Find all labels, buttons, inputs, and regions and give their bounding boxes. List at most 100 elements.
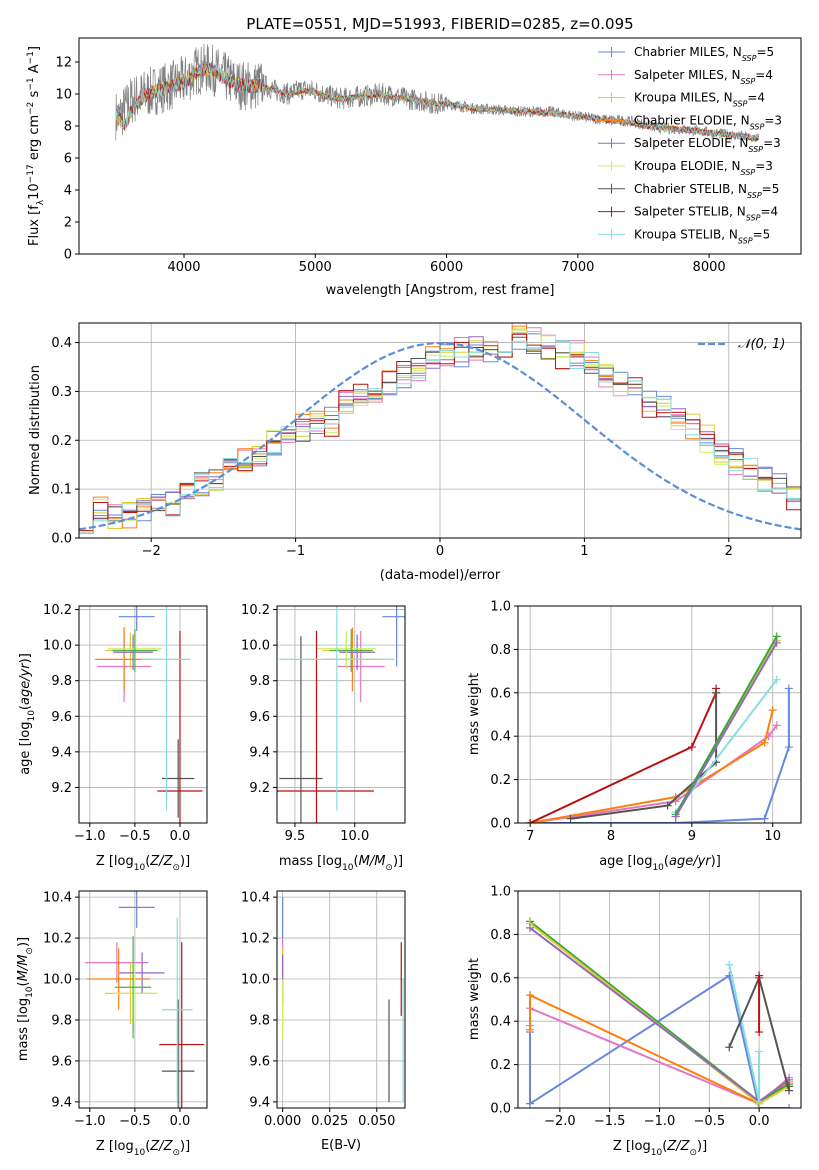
y-tick-label: 1.0 <box>490 600 511 615</box>
y-tick-label: 9.8 <box>249 674 270 689</box>
weight-point <box>525 991 534 1000</box>
x-tick-label: −1.0 <box>74 829 106 844</box>
legend-entry: Kroupa MILES, NSSP=4 <box>634 91 765 109</box>
plot-area <box>526 632 793 823</box>
weight-point <box>712 688 721 697</box>
x-tick-label: 8000 <box>693 260 726 275</box>
x-tick-label: −0.5 <box>119 1114 151 1129</box>
legend-entry-count: =4 <box>747 91 765 105</box>
x-tick-label: 0.0 <box>170 829 191 844</box>
plot-area <box>85 891 205 1108</box>
axis-label: mass [log10(M/M⊙)] <box>279 854 403 873</box>
x-tick-label: −0.5 <box>694 1114 726 1129</box>
x-tick-label: 0.000 <box>264 1114 301 1129</box>
legend-entry-subscript: SSP <box>747 190 762 199</box>
weight-point <box>526 819 535 823</box>
x-tick-label: 8 <box>607 829 615 844</box>
legend-entry-count: =5 <box>756 45 774 59</box>
x-axis-label: (data-model)/error <box>380 568 501 583</box>
y-tick-label: 9.6 <box>51 1054 72 1069</box>
y-tick-label: 0.6 <box>490 686 511 701</box>
x-tick-label: 9 <box>688 829 696 844</box>
legend-entry-subscript: SSP <box>746 213 761 222</box>
y-tick-label: 10.4 <box>241 891 270 906</box>
y-tick-label: 9.4 <box>249 745 270 760</box>
y-tick-label: 2 <box>64 216 72 231</box>
y-tick-label: 0 <box>64 248 72 263</box>
x-tick-label: −2.0 <box>544 1114 576 1129</box>
weight-series-line <box>529 709 774 823</box>
y-tick-label: 1.0 <box>490 885 511 900</box>
y-tick-label: 9.4 <box>51 745 72 760</box>
y-tick-label: 12 <box>55 56 72 71</box>
legend-entry-subscript: SSP <box>741 76 756 85</box>
y-tick-label: 0.4 <box>490 1015 511 1030</box>
weight-point <box>772 638 781 647</box>
legend-entry-count: =5 <box>762 182 780 196</box>
y-tick-label: 10.0 <box>43 639 72 654</box>
y-tick-label: 0.4 <box>490 730 511 745</box>
y-tick-label: 9.6 <box>249 1054 270 1069</box>
plot-area <box>282 897 404 1102</box>
y-tick-label: 9.4 <box>51 1095 72 1110</box>
x-tick-label: 0 <box>436 544 444 559</box>
legend-entry-subscript: SSP <box>742 54 757 63</box>
weight-point <box>525 1025 534 1034</box>
axes-frame <box>78 37 802 255</box>
axes-frame <box>517 605 802 824</box>
legend-entry-text: Chabrier STELIB, N <box>634 182 747 196</box>
x-tick-label: 5000 <box>299 260 332 275</box>
weight-point <box>785 1104 794 1108</box>
axis-label: age [log10(age/yr)] <box>599 854 721 873</box>
axis-label: Z [log10(Z/Z⊙)] <box>96 854 190 873</box>
legend-entry-text: Kroupa ELODIE, N <box>634 159 741 173</box>
chart-age-vs-Z: −1.0 −0.5 0.0 9.2 9.4 9.6 9.8 10.0 10.2 Z [log10(… <box>18 603 208 873</box>
weight-point <box>566 814 575 823</box>
y-tick-label: 0.8 <box>490 643 511 658</box>
weight-point <box>755 1097 764 1106</box>
gaussian-curve <box>79 341 801 531</box>
legend-entry: Chabrier STELIB, NSSP=5 <box>634 182 779 200</box>
axes-frame <box>78 605 208 824</box>
legend-entry-count: =4 <box>755 68 773 82</box>
x-tick-label: −2 <box>142 544 161 559</box>
y-tick-label: 0.0 <box>490 817 511 832</box>
weight-point <box>525 923 534 932</box>
legend-entry-subscript: SSP <box>738 236 753 245</box>
legend-entry-text: Salpeter STELIB, N <box>634 205 746 219</box>
y-tick-label: 10 <box>55 88 72 103</box>
x-tick-label: −1 <box>286 544 305 559</box>
y-tick-label: 10.2 <box>241 932 270 947</box>
figure-title: PLATE=0551, MJD=51993, FIBERID=0285, z=0… <box>246 15 633 33</box>
y-tick-label: 9.6 <box>249 710 270 725</box>
legend-entry-subscript: SSP <box>750 122 765 131</box>
plot-area <box>115 43 760 143</box>
x-tick-label: 7000 <box>561 260 594 275</box>
weight-point <box>772 721 781 730</box>
legend-entry-text: Chabrier ELODIE, N <box>634 113 750 127</box>
x-tick-label: 0.0 <box>170 1114 191 1129</box>
x-tick-label: 7 <box>526 829 534 844</box>
axes-frame <box>78 890 208 1109</box>
y-tick-label: 0.0 <box>490 1102 511 1117</box>
weight-point <box>768 706 777 715</box>
weight-series-line <box>674 642 778 818</box>
y-tick-label: 10.0 <box>43 973 72 988</box>
axis-label: age [log10(age/yr)] <box>18 653 37 775</box>
legend-entry: 𝒩(0, 1) <box>738 337 785 352</box>
chart-weight-vs-Z: −2.0 −1.5 −1.0 −0.5 0.0 0.0 0.2 0.4 0.6 0.8 1.0 Z [… <box>467 885 802 1158</box>
y-tick-label: 4 <box>64 184 72 199</box>
x-tick-label: 0.050 <box>358 1114 395 1129</box>
axis-label: Flux [fλ10−17 erg cm−2 s−1 A−1] <box>26 46 46 246</box>
x-tick-label: −0.5 <box>119 829 151 844</box>
y-tick-label: 0.6 <box>490 971 511 986</box>
legend-entry-text: Salpeter ELODIE, N <box>634 136 748 150</box>
axis-label: mass [log10(M/M⊙)] <box>16 937 35 1061</box>
weight-point <box>760 738 769 747</box>
legend-entry-count: =3 <box>763 136 781 150</box>
axes-frame <box>276 605 406 824</box>
y-tick-label: 9.6 <box>51 710 72 725</box>
y-tick-label: 9.2 <box>51 781 72 796</box>
chart-spectrum: 4000 5000 6000 7000 8000 0 2 4 6 8 10 12 Chabrier MI… <box>26 37 802 298</box>
